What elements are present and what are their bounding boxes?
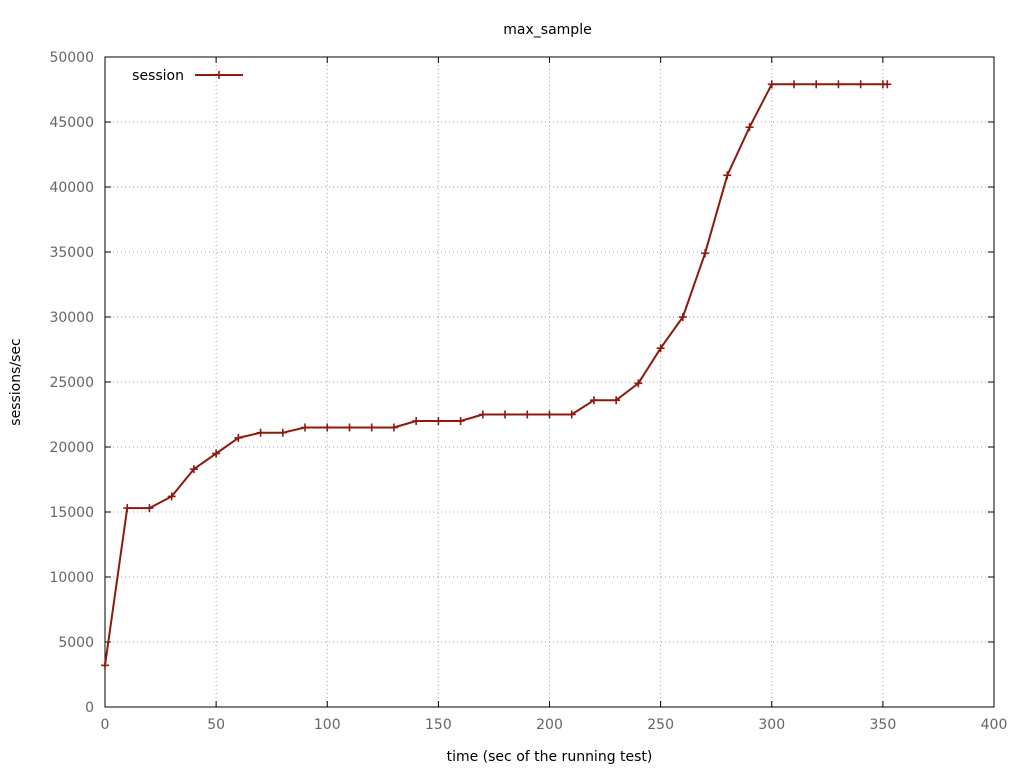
data-point [883,80,892,89]
x-tick-label: 400 [981,717,1008,733]
data-point [412,417,421,425]
x-tick-label: 200 [536,717,563,733]
ticks-layer: 0 50 100 150 200 250 300 350 400 0 5000 10000 15000 2… [49,50,1007,733]
chart-title: max_sample [503,22,591,38]
data-point [834,80,843,89]
y-tick-label: 10000 [49,570,94,586]
data-point [434,417,443,425]
x-tick-label: 300 [758,717,785,733]
y-tick-label: 25000 [49,375,94,391]
data-point [256,428,265,437]
data-point [189,465,198,474]
data-point [612,396,621,405]
data-point [701,249,710,258]
series-line-session [104,83,888,666]
x-tick-label: 150 [425,717,452,733]
data-point [567,410,576,419]
data-point [589,396,598,405]
data-point [167,492,176,501]
data-point [234,433,243,442]
data-point [212,449,221,458]
data-point [656,344,665,353]
data-point [723,171,732,180]
data-point [478,410,487,419]
data-point [856,80,865,89]
y-tick-label: 35000 [49,245,94,261]
data-point [389,423,398,432]
data-point [123,504,132,513]
legend-marker [215,71,223,79]
y-tick-label: 45000 [49,115,94,131]
legend-label: session [132,68,184,84]
series-layer [101,80,892,670]
data-point [634,379,643,388]
y-tick-label: 15000 [49,505,94,521]
x-tick-label: 0 [101,717,110,733]
y-tick-label: 50000 [49,50,94,66]
x-tick-label: 100 [314,717,341,733]
y-tick-label: 30000 [49,310,94,326]
data-point [501,410,510,419]
data-point [678,313,687,321]
y-tick-label: 0 [85,700,94,716]
x-tick-label: 250 [647,717,674,733]
data-point [812,80,821,89]
data-point [767,80,776,89]
data-point [523,410,532,419]
data-point [323,423,332,432]
data-point [745,123,754,132]
data-point [145,504,154,513]
y-tick-label: 5000 [58,635,94,651]
legend: session [132,68,243,84]
x-tick-label: 350 [870,717,897,733]
y-tick-label: 40000 [49,180,94,196]
data-point [101,661,109,670]
data-point [367,423,376,432]
x-tick-label: 50 [207,717,225,733]
grid-layer [105,57,994,707]
data-point [545,410,554,419]
data-point [345,423,354,432]
data-point [456,417,465,425]
data-point [301,423,310,432]
y-axis-title: sessions/sec [8,338,24,425]
x-axis-title: time (sec of the running test) [447,749,653,765]
data-point [278,428,287,437]
data-point [789,80,798,89]
y-tick-label: 20000 [49,440,94,456]
